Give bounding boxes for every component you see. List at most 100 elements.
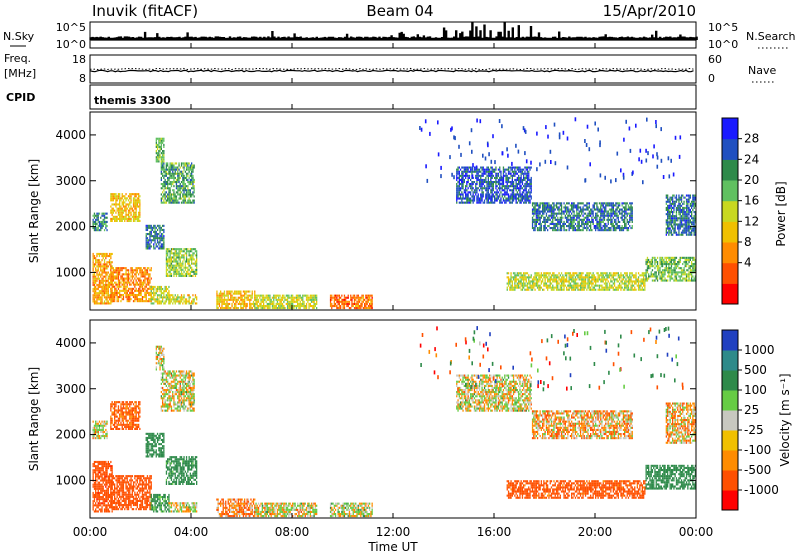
power-cell [122, 289, 125, 292]
power-cell [115, 287, 117, 290]
power-cell [100, 222, 102, 225]
power-cell [470, 201, 472, 204]
power-cell [111, 207, 113, 210]
power-cell [540, 216, 542, 219]
power-cell [175, 262, 178, 265]
power-cell [217, 296, 219, 299]
power-cell [187, 250, 189, 253]
power-cell [122, 203, 125, 206]
power-cell [516, 172, 518, 175]
power-cell [111, 219, 113, 222]
power-cell [180, 170, 183, 173]
power-cell [622, 227, 625, 230]
power-cell [514, 274, 516, 277]
power-cell [560, 210, 563, 213]
power-cell [470, 185, 472, 188]
power-cell [553, 210, 555, 213]
power-cell [185, 172, 188, 175]
power-cell [629, 212, 631, 215]
power-cell [524, 274, 526, 277]
power-cell [528, 189, 530, 192]
power-cell [257, 305, 260, 308]
power-cell [162, 201, 164, 204]
power-cell [458, 185, 460, 188]
power-cell [369, 302, 371, 305]
power-cell [520, 282, 522, 285]
power-cell [183, 183, 185, 186]
power-cell [590, 220, 592, 223]
power-cell [543, 284, 545, 287]
power-cell [167, 199, 169, 202]
power-cell [621, 225, 623, 228]
power-cell [643, 288, 645, 291]
power-cell [97, 212, 99, 215]
power-cell [602, 212, 604, 215]
power-cell [514, 288, 516, 291]
power-cell [100, 225, 102, 228]
power-cell [126, 300, 128, 303]
power-cell [132, 296, 135, 299]
power-cell [582, 208, 584, 211]
power-cell [183, 174, 185, 177]
power-cell [457, 176, 459, 179]
power-cell [579, 282, 582, 285]
power-cell [568, 208, 570, 211]
power-cell [117, 279, 120, 282]
power-cell [173, 197, 175, 200]
power-cell [573, 206, 575, 209]
power-cell [108, 283, 111, 286]
power-cell [93, 292, 96, 295]
power-cell [521, 170, 524, 173]
power-cell [131, 207, 133, 210]
power-cell [613, 280, 616, 283]
power-cell [196, 264, 198, 267]
power-cell [177, 189, 179, 192]
power-cell [92, 288, 94, 291]
power-cell [139, 195, 141, 198]
power-cell [516, 183, 518, 186]
power-cell [126, 285, 128, 288]
power-cell [544, 202, 546, 205]
power-cell [276, 307, 279, 310]
power-cell [266, 296, 268, 299]
power-cell [102, 269, 104, 272]
power-cell [608, 286, 611, 289]
power-cell [159, 139, 161, 142]
power-cell [564, 229, 566, 232]
power-cell [581, 210, 583, 213]
power-cell [110, 205, 112, 208]
power-cell [132, 279, 135, 282]
power-cell [502, 178, 505, 181]
power-cell [515, 170, 517, 173]
power-cell [227, 290, 229, 293]
power-cell [471, 183, 473, 186]
power-cell [619, 229, 621, 232]
power-cell [477, 197, 479, 200]
power-cell [175, 187, 178, 190]
power-cell [519, 282, 521, 285]
power-cell [598, 225, 601, 228]
power-cell [550, 278, 553, 281]
power-cell [595, 288, 597, 291]
power-cell [606, 274, 608, 277]
power-cell [557, 286, 559, 289]
power-cell [555, 276, 558, 279]
power-cell [495, 199, 497, 202]
power-cell [549, 284, 551, 287]
power-cell [227, 307, 229, 310]
power-cell [458, 181, 460, 184]
power-cell [487, 199, 489, 202]
power-cell [577, 229, 579, 232]
power-cell [519, 286, 521, 289]
power-cell [478, 199, 481, 202]
power-cell [146, 283, 149, 286]
power-cell [624, 218, 626, 221]
power-cell [525, 181, 527, 184]
power-cell [93, 214, 96, 217]
power-cell [458, 193, 460, 196]
power-cell [560, 284, 563, 287]
power-cell [559, 288, 561, 291]
power-cell [550, 210, 553, 213]
power-cell [158, 241, 160, 244]
